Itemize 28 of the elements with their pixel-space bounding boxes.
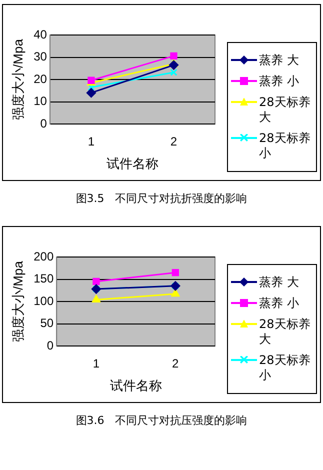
y-tick-label: 100 (34, 294, 54, 308)
y-tick-label: 0 (40, 116, 48, 130)
y-tick-label: 0 (46, 338, 54, 352)
caption: 图3.5 不同尺寸对抗折强度的影响 (74, 191, 248, 206)
legend-label: 28天标养大 (259, 316, 312, 346)
y-tick-label: 20 (34, 72, 48, 86)
y-tick-label: 200 (34, 249, 54, 264)
legend-label: 28天标养小 (259, 352, 312, 382)
legend-label: 28天标养大 (259, 94, 312, 124)
y-tick-label: 50 (40, 316, 54, 330)
legend-label: 蒸养 小 (259, 296, 300, 310)
legend-label: 蒸养 大 (259, 52, 300, 68)
x-tick-label: 1 (92, 356, 100, 371)
x-axis-title: 试件名称 (110, 378, 162, 393)
y-tick-label: 40 (34, 27, 48, 42)
x-tick-label: 2 (172, 356, 180, 371)
y-tick-label: 10 (34, 94, 48, 108)
y-axis-title: 强度大小/Mpa (10, 38, 26, 120)
y-tick-label: 150 (34, 272, 54, 286)
caption: 图3.6 不同尺寸对抗压强度的影响 (74, 413, 248, 428)
y-axis-title: 强度大小/Mpa (10, 260, 26, 342)
x-axis-title: 试件名称 (106, 156, 158, 171)
y-tick-label: 30 (34, 50, 48, 64)
x-tick-label: 1 (88, 134, 95, 149)
legend-label: 28天标养小 (259, 130, 312, 160)
legend-label: 蒸养 小 (259, 74, 300, 88)
x-tick-label: 2 (170, 134, 178, 149)
legend-label: 蒸养 大 (259, 274, 300, 290)
